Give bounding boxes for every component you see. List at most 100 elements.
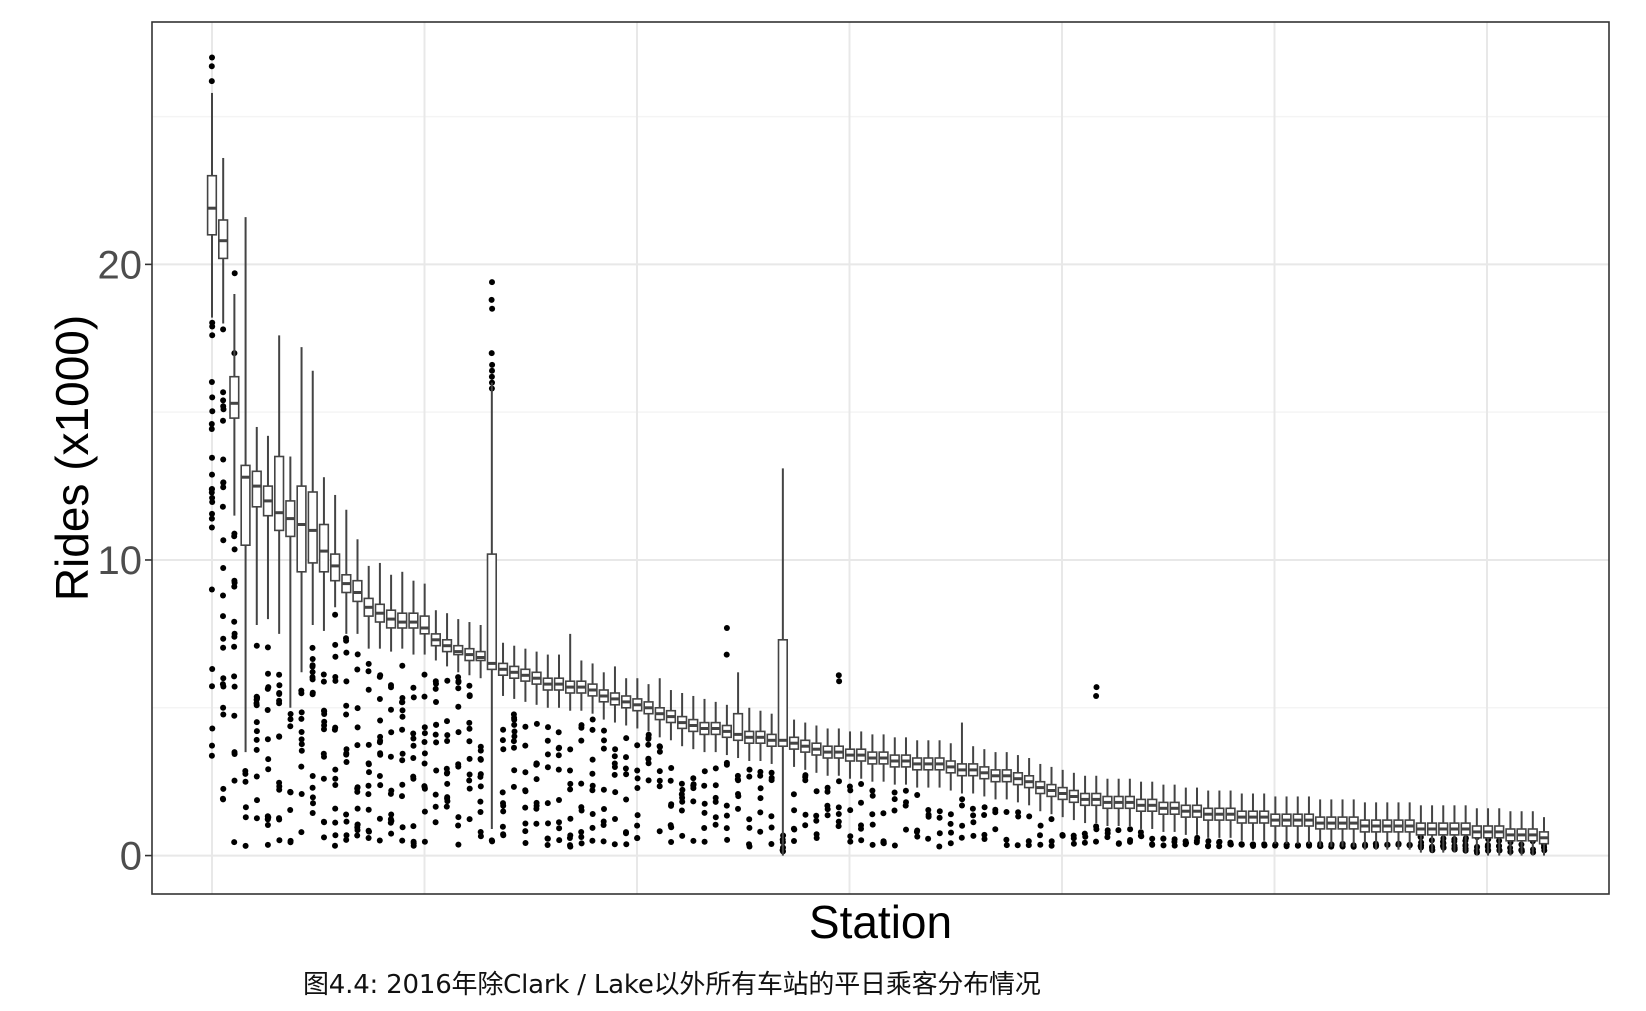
- outlier-point: [208, 524, 215, 531]
- station-box: [811, 725, 822, 773]
- outlier-point: [388, 706, 394, 713]
- outlier-point: [365, 827, 372, 834]
- outlier-point: [432, 791, 439, 798]
- panel-border: [151, 21, 1610, 895]
- outlier-point: [265, 766, 272, 773]
- outlier-point: [309, 689, 316, 696]
- station-box: [329, 494, 341, 608]
- outlier-point: [220, 479, 227, 486]
- station-box: [419, 583, 430, 655]
- outlier-point: [1037, 822, 1044, 829]
- outlier-point: [611, 771, 618, 778]
- outlier-point: [242, 814, 249, 821]
- station-box: [665, 690, 677, 741]
- outlier-point: [567, 842, 573, 849]
- outlier-point: [320, 818, 327, 825]
- outlier-point: [488, 837, 495, 844]
- outlier-point: [735, 777, 742, 784]
- station-box: [1337, 799, 1348, 847]
- outlier-point: [376, 673, 383, 680]
- outlier-point: [354, 742, 361, 749]
- outlier-point: [510, 783, 517, 790]
- station-box: [229, 293, 240, 516]
- outlier-point: [757, 809, 764, 816]
- station-box: [564, 633, 576, 711]
- outlier-point: [321, 834, 327, 841]
- outlier-point: [287, 839, 294, 846]
- outlier-point: [544, 764, 551, 771]
- outlier-point: [287, 723, 294, 730]
- outlier-point: [746, 841, 752, 848]
- outlier-point: [209, 54, 215, 61]
- outlier-point: [555, 752, 562, 759]
- iqr-box: [251, 470, 262, 508]
- outlier-point: [421, 693, 428, 700]
- outlier-point: [343, 711, 350, 718]
- outlier-point: [455, 703, 462, 710]
- outlier-point: [567, 767, 573, 774]
- outlier-point: [723, 825, 730, 832]
- outlier-point: [578, 840, 585, 847]
- outlier-point: [455, 685, 462, 692]
- outlier-point: [623, 771, 630, 778]
- outlier-point: [209, 408, 216, 415]
- outlier-point: [701, 800, 708, 807]
- outlier-point: [556, 837, 563, 844]
- outlier-point: [1003, 836, 1010, 843]
- station-box: [441, 613, 453, 667]
- outlier-point: [343, 836, 350, 843]
- outlier-point: [634, 767, 641, 774]
- outlier-point: [220, 704, 227, 711]
- station-box: [1270, 796, 1281, 844]
- outlier-point: [365, 760, 372, 767]
- outlier-point: [410, 684, 417, 691]
- outlier-point: [343, 678, 350, 685]
- outlier-point: [903, 826, 909, 833]
- outlier-point: [410, 742, 417, 749]
- outlier-point: [253, 642, 260, 649]
- outlier-point: [690, 782, 697, 789]
- outlier-point: [466, 725, 473, 732]
- outlier-point: [645, 760, 652, 767]
- outlier-point: [253, 815, 260, 822]
- outlier-point: [264, 644, 271, 651]
- outlier-point: [354, 651, 361, 658]
- outlier-point: [578, 724, 585, 731]
- station-box: [531, 651, 542, 705]
- station-box: [1169, 784, 1180, 832]
- figure-caption: 图4.4: 2016年除Clark / Lake以外所有车站的平日乘客分布情况: [303, 970, 1041, 1000]
- station-box: [1259, 793, 1270, 841]
- outlier-point: [432, 819, 439, 826]
- outlier-point: [802, 811, 809, 818]
- station-box: [755, 710, 766, 761]
- station-box: [1348, 799, 1359, 847]
- outlier-point: [1216, 843, 1223, 850]
- outlier-point: [354, 666, 361, 673]
- outlier-point: [432, 731, 439, 738]
- outlier-point: [1115, 840, 1122, 847]
- outlier-point: [309, 810, 316, 816]
- outlier-point: [1182, 838, 1189, 845]
- outlier-point: [522, 820, 529, 827]
- outlier-point: [208, 421, 215, 427]
- outlier-point: [399, 824, 406, 831]
- outlier-point: [354, 705, 361, 712]
- outlier-point: [209, 510, 215, 517]
- outlier-point: [433, 699, 439, 705]
- outlier-point: [231, 839, 238, 846]
- outlier-point: [567, 832, 574, 839]
- outlier-point: [600, 822, 607, 828]
- outlier-point: [925, 807, 932, 813]
- iqr-box: [229, 375, 240, 419]
- outlier-point: [209, 454, 215, 461]
- outlier-point: [443, 765, 450, 772]
- outlier-point: [343, 649, 350, 656]
- outlier-point: [489, 379, 495, 386]
- outlier-point: [712, 765, 719, 772]
- outlier-point: [746, 773, 753, 780]
- outlier-point: [253, 728, 260, 735]
- outlier-point: [1127, 826, 1134, 833]
- station-box: [867, 734, 878, 782]
- outlier-point: [365, 782, 372, 789]
- outlier-point: [970, 819, 977, 826]
